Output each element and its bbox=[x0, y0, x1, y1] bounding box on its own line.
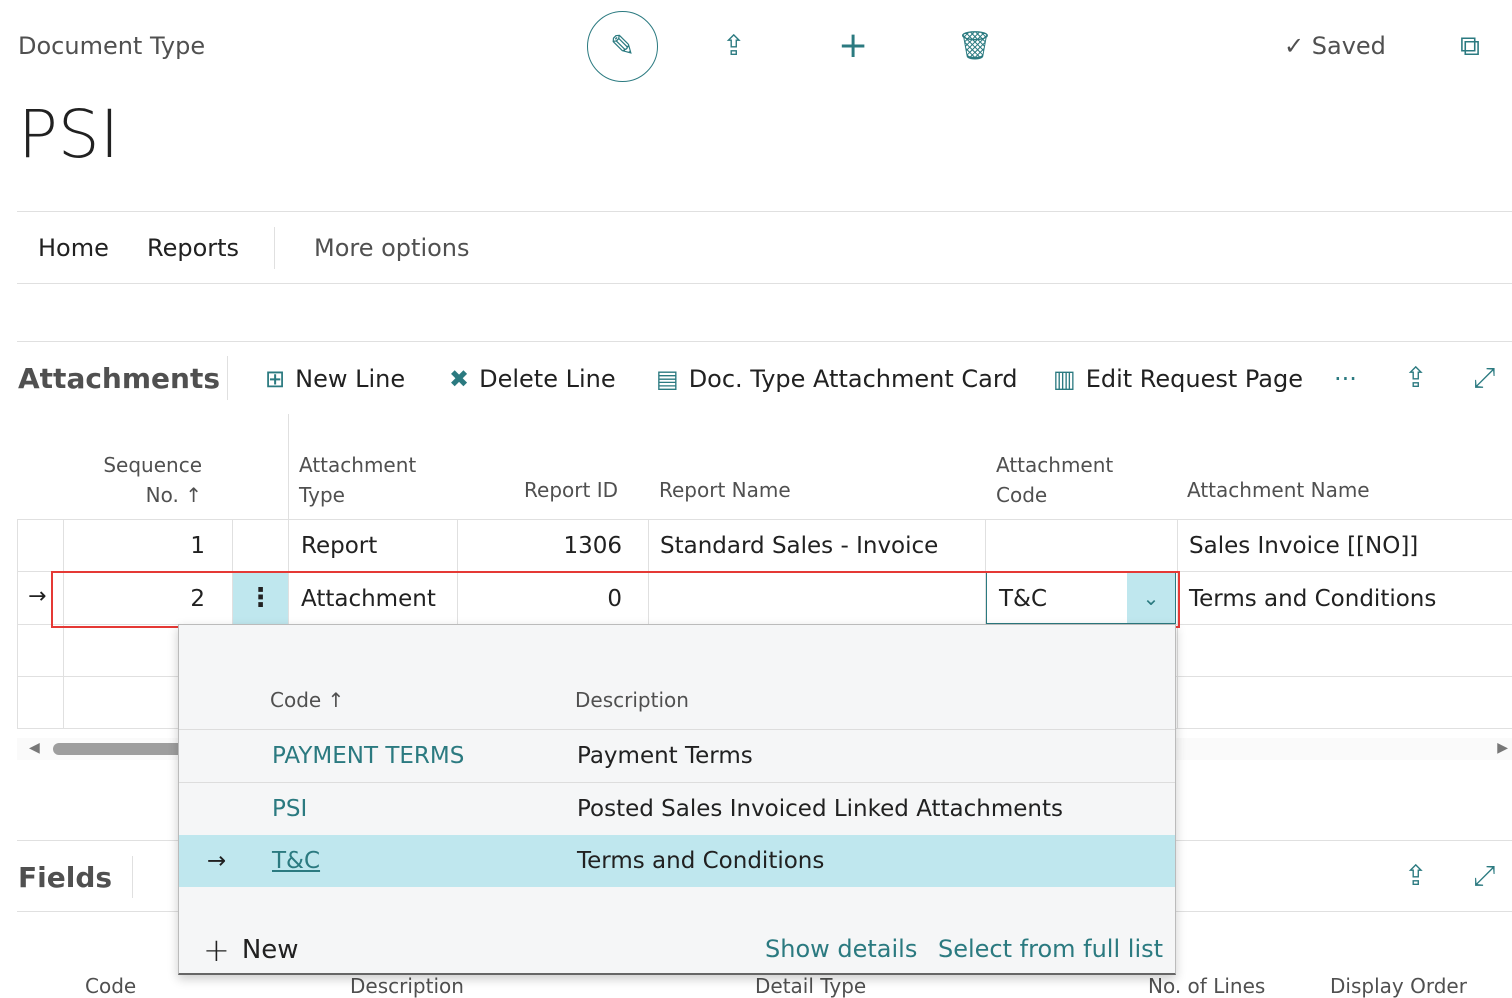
current-row-arrow-icon: → bbox=[28, 584, 47, 609]
chevron-down-icon[interactable]: ⌄ bbox=[1127, 573, 1175, 623]
more-actions-button[interactable]: ··· bbox=[1334, 365, 1357, 393]
highlight-box bbox=[51, 571, 1180, 628]
row-menu-button[interactable]: ⋮ bbox=[233, 572, 288, 624]
lookup-row[interactable]: PAYMENT TERMS Payment Terms bbox=[179, 730, 1175, 782]
col-sequence-no[interactable]: Sequence No. ↑ bbox=[103, 453, 202, 507]
edit-request-label: Edit Request Page bbox=[1085, 365, 1304, 393]
attachment-code-value: T&C bbox=[999, 586, 1048, 612]
col-attachment-type[interactable]: Attachment Type bbox=[299, 453, 417, 507]
card-label: Doc. Type Attachment Card bbox=[688, 365, 1018, 393]
nav-more-options[interactable]: More options bbox=[314, 234, 470, 262]
attachment-code-input[interactable]: T&C ⌄ bbox=[986, 572, 1176, 624]
new-icon[interactable]: + bbox=[838, 25, 869, 66]
nav-reports[interactable]: Reports bbox=[147, 234, 240, 262]
cell-report-id[interactable]: 1306 bbox=[563, 533, 622, 559]
scrollbar-thumb[interactable] bbox=[53, 743, 203, 755]
saved-status: ✓ Saved bbox=[1284, 32, 1386, 60]
lookup-code-link[interactable]: PAYMENT TERMS bbox=[272, 743, 465, 769]
lookup-code-link[interactable]: PSI bbox=[272, 796, 308, 822]
delete-line-button[interactable]: ✖ Delete Line bbox=[449, 362, 616, 396]
delete-icon[interactable]: 🗑 bbox=[957, 29, 993, 62]
share-icon[interactable]: ⇪ bbox=[1404, 361, 1428, 394]
cell-seq[interactable]: 1 bbox=[190, 533, 205, 559]
open-new-window-icon[interactable]: ⧉ bbox=[1460, 29, 1480, 62]
card-icon: ▤ bbox=[656, 365, 679, 393]
cell-type[interactable]: Attachment bbox=[301, 586, 436, 612]
edit-button[interactable]: ✎ bbox=[587, 11, 658, 82]
share-icon[interactable]: ⇪ bbox=[722, 29, 746, 62]
page-caption: Document Type bbox=[18, 32, 206, 60]
lookup-dropdown: Code ↑ Description PAYMENT TERMS Payment… bbox=[178, 624, 1176, 975]
pencil-icon: ✎ bbox=[609, 29, 636, 64]
cell-report-name[interactable]: Standard Sales - Invoice bbox=[660, 533, 939, 559]
fields-col-detail-type[interactable]: Detail Type bbox=[755, 974, 867, 998]
edit-request-page-button[interactable]: ▥ Edit Request Page bbox=[1053, 362, 1303, 396]
col-attachment-code[interactable]: Attachment Code bbox=[996, 453, 1114, 507]
delete-line-icon: ✖ bbox=[449, 365, 470, 393]
fields-col-description[interactable]: Description bbox=[350, 974, 464, 998]
cell-attachment-name[interactable]: Terms and Conditions bbox=[1189, 586, 1437, 612]
cell-type[interactable]: Report bbox=[301, 533, 378, 559]
new-line-label: New Line bbox=[295, 365, 406, 393]
lookup-description: Posted Sales Invoiced Linked Attachments bbox=[577, 796, 1064, 822]
report-icon: ▥ bbox=[1053, 365, 1076, 393]
check-icon: ✓ bbox=[1284, 32, 1305, 60]
col-report-name[interactable]: Report Name bbox=[659, 478, 791, 502]
expand-icon[interactable]: ⤢ bbox=[1473, 361, 1496, 394]
doc-type-attachment-card-button[interactable]: ▤ Doc. Type Attachment Card bbox=[656, 362, 1018, 396]
col-attachment-name[interactable]: Attachment Name bbox=[1187, 478, 1370, 502]
plus-icon: + bbox=[203, 931, 230, 969]
saved-label: Saved bbox=[1311, 32, 1386, 60]
fields-col-code[interactable]: Code bbox=[85, 974, 137, 998]
cell-seq[interactable]: 2 bbox=[190, 586, 205, 612]
lookup-new-button[interactable]: + New bbox=[203, 931, 299, 969]
fields-title: Fields bbox=[18, 861, 113, 894]
lookup-new-label: New bbox=[241, 935, 299, 965]
share-icon[interactable]: ⇪ bbox=[1404, 859, 1428, 892]
fields-col-no-of-lines[interactable]: No. of Lines bbox=[1148, 974, 1266, 998]
nav-home[interactable]: Home bbox=[38, 234, 109, 262]
expand-icon[interactable]: ⤢ bbox=[1473, 859, 1496, 892]
delete-line-label: Delete Line bbox=[479, 365, 616, 393]
lookup-col-description[interactable]: Description bbox=[575, 688, 689, 712]
attachments-title: Attachments bbox=[18, 362, 221, 395]
new-line-icon: ⊞ bbox=[265, 365, 286, 393]
lookup-col-code[interactable]: Code ↑ bbox=[270, 688, 345, 712]
lookup-description: Payment Terms bbox=[577, 743, 753, 769]
lookup-row-selected[interactable]: → T&C Terms and Conditions bbox=[179, 835, 1175, 887]
cell-attachment-name[interactable]: Sales Invoice [[NO]] bbox=[1189, 533, 1419, 559]
fields-col-display-order[interactable]: Display Order bbox=[1330, 974, 1467, 998]
cell-report-id[interactable]: 0 bbox=[607, 586, 622, 612]
select-full-list-link[interactable]: Select from full list bbox=[938, 935, 1164, 963]
lookup-description: Terms and Conditions bbox=[577, 848, 825, 874]
page-title: PSI bbox=[18, 96, 120, 173]
new-line-button[interactable]: ⊞ New Line bbox=[265, 362, 405, 396]
show-details-link[interactable]: Show details bbox=[765, 935, 918, 963]
lookup-code-link[interactable]: T&C bbox=[272, 848, 321, 874]
lookup-row[interactable]: PSI Posted Sales Invoiced Linked Attachm… bbox=[179, 783, 1175, 835]
current-row-arrow-icon: → bbox=[207, 848, 227, 874]
col-report-id[interactable]: Report ID bbox=[524, 478, 618, 502]
